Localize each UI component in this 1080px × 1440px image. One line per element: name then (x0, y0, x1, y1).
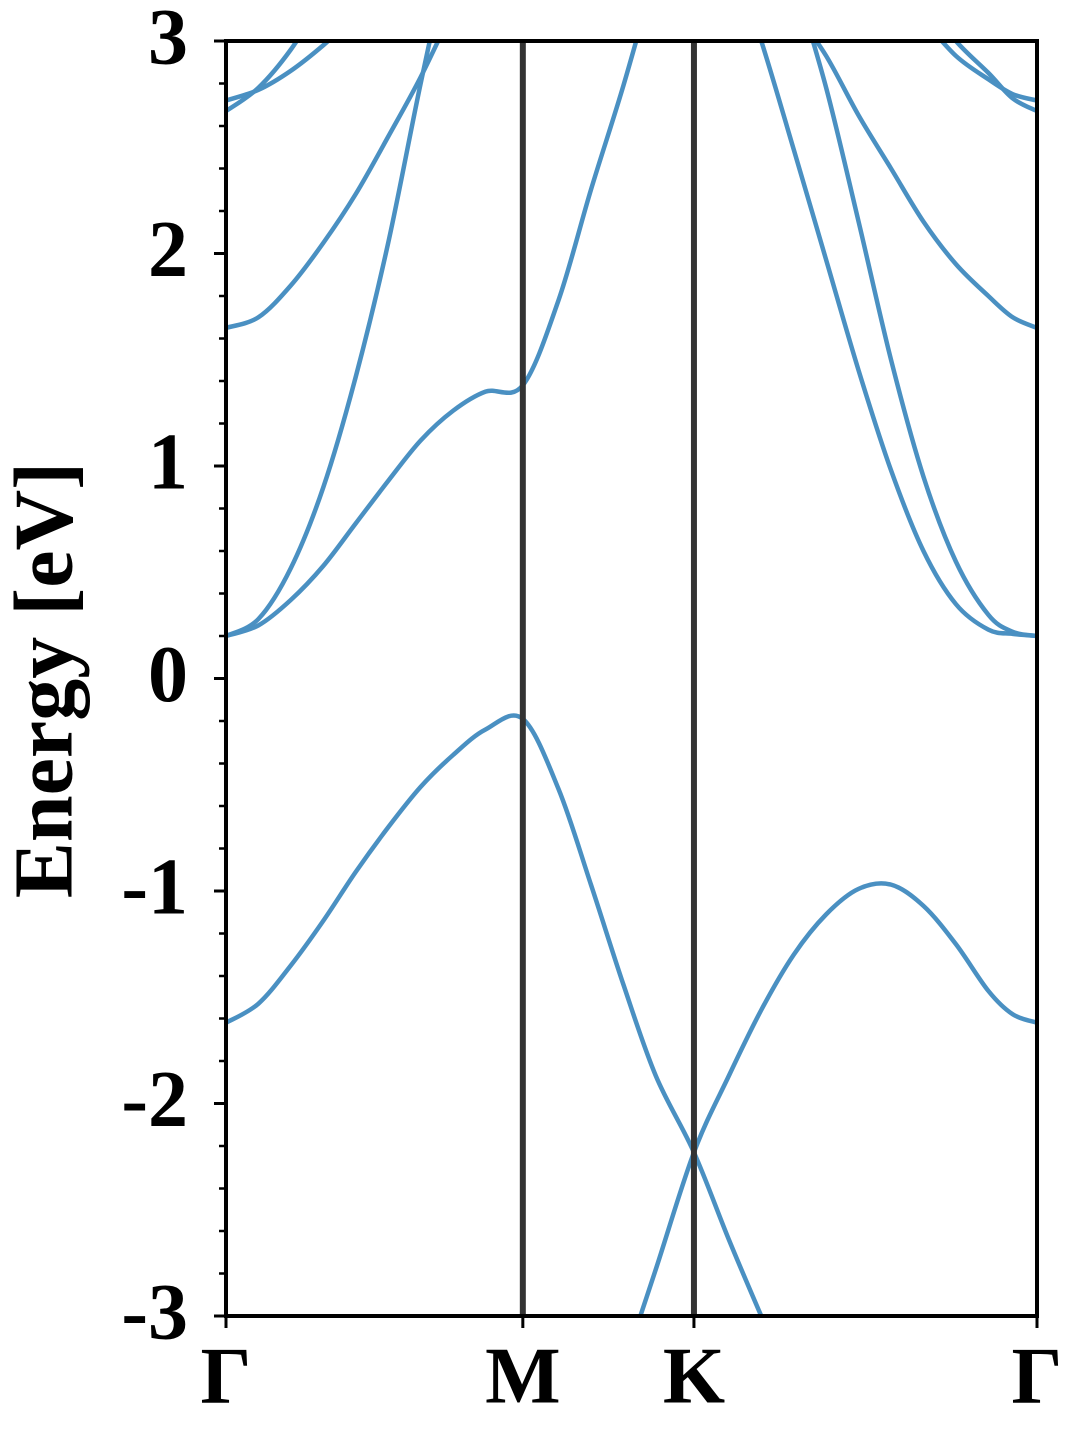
y-tick-label: -1 (121, 843, 188, 931)
band-line (226, 41, 1037, 331)
y-tick-label: 1 (148, 418, 188, 506)
band-line (226, 713, 764, 1316)
plot-area (226, 41, 1037, 1316)
y-tick-label: 2 (148, 206, 188, 294)
x-tick-label: Γ (201, 1332, 252, 1420)
y-tick-label: -2 (121, 1056, 188, 1144)
y-axis-label: Energy [eV] (0, 462, 90, 898)
plot-frame (224, 39, 1039, 1318)
band-line (226, 41, 1037, 103)
band-line (226, 41, 1037, 639)
band-line (637, 881, 1037, 1316)
x-tick-label: K (663, 1332, 725, 1420)
x-tick-label: Γ (1012, 1332, 1063, 1420)
x-tick-label: M (485, 1332, 561, 1420)
y-tick-label: 0 (148, 631, 188, 719)
band-line (226, 41, 1037, 639)
band-line (226, 41, 1037, 114)
y-tick-label: -3 (121, 1268, 188, 1356)
y-tick-label: 3 (148, 0, 188, 81)
